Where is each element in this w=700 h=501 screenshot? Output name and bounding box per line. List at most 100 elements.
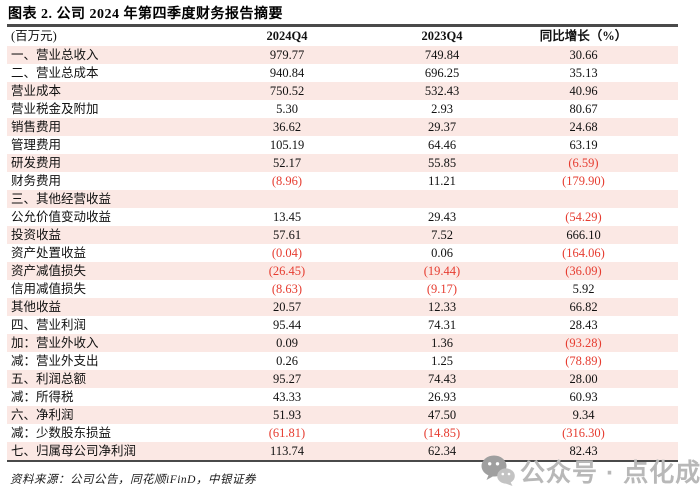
row-value: 2.93 — [431, 102, 453, 116]
row-value: (61.81) — [268, 426, 306, 440]
title-divider — [7, 24, 678, 27]
column-header-2024q4: 2024Q4 — [266, 29, 308, 43]
table-row: 其他收益 20.57 12.33 66.82 — [7, 298, 678, 316]
row-value: (36.09) — [565, 264, 602, 278]
table-row: 一、营业总收入 979.77 749.84 30.66 — [7, 46, 678, 64]
row-value: 60.93 — [569, 390, 598, 404]
table-row: 四、营业利润 95.44 74.31 28.43 — [7, 316, 678, 334]
row-value: 5.92 — [572, 282, 595, 296]
table-row: 销售费用 36.62 29.37 24.68 — [7, 118, 678, 136]
row-value: 40.96 — [569, 84, 598, 98]
row-label: 加：营业外收入 — [11, 336, 99, 350]
table-row: 六、净利润 51.93 47.50 9.34 — [7, 406, 678, 424]
row-value: 82.43 — [569, 444, 598, 458]
row-value: 95.44 — [272, 318, 302, 332]
row-label: 减：所得税 — [11, 390, 74, 404]
table-row: 投资收益 57.61 7.52 666.10 — [7, 226, 678, 244]
row-value: (19.44) — [423, 264, 461, 278]
row-value — [367, 190, 517, 208]
row-value: 7.52 — [431, 228, 453, 242]
row-value: 74.31 — [427, 318, 457, 332]
row-value: 940.84 — [269, 66, 305, 80]
row-value: 57.61 — [272, 228, 302, 242]
row-value: 0.26 — [276, 354, 298, 368]
row-value: 750.52 — [269, 84, 305, 98]
row-label: 其他收益 — [11, 300, 62, 314]
row-value: (8.63) — [271, 282, 303, 296]
row-value: 532.43 — [424, 84, 460, 98]
table-row: 减：营业外支出 0.26 1.25 (78.89) — [7, 352, 678, 370]
table-row: 二、营业总成本 940.84 696.25 35.13 — [7, 64, 678, 82]
row-value: (54.29) — [565, 210, 602, 224]
source-note: 资料来源：公司公告，同花顺iFinD，中银证券 — [10, 474, 256, 486]
row-value: 36.62 — [272, 120, 302, 134]
financial-summary-table: (百万元) 2024Q4 2023Q4 同比增长（%） 一、营业总收入 979.7… — [7, 27, 678, 460]
row-value: 1.36 — [431, 336, 453, 350]
row-label: 五、利润总额 — [11, 372, 87, 386]
table-row: 营业税金及附加 5.30 2.93 80.67 — [7, 100, 678, 118]
row-value: 113.74 — [270, 444, 304, 458]
row-label: 七、归属母公司净利润 — [11, 444, 137, 458]
row-value: 749.84 — [424, 48, 460, 62]
row-value: 47.50 — [427, 408, 457, 422]
row-label: 减：营业外支出 — [11, 354, 99, 368]
row-value: 0.06 — [431, 246, 453, 260]
row-value: (93.28) — [565, 336, 602, 350]
table-bottom-divider — [7, 460, 678, 462]
row-value: (9.17) — [426, 282, 458, 296]
table-row: 七、归属母公司净利润 113.74 62.34 82.43 — [7, 442, 678, 460]
column-header-yoy: 同比增长（%） — [539, 29, 628, 43]
row-value: 28.43 — [569, 318, 598, 332]
row-value — [207, 190, 367, 208]
row-value: 11.21 — [428, 174, 456, 188]
row-value: 63.19 — [569, 138, 598, 152]
row-value: 43.33 — [272, 390, 302, 404]
row-label: 财务费用 — [11, 174, 62, 188]
row-value: 62.34 — [427, 444, 457, 458]
row-value: 666.10 — [566, 228, 601, 242]
table-row: 减：所得税 43.33 26.93 60.93 — [7, 388, 678, 406]
table-row: 加：营业外收入 0.09 1.36 (93.28) — [7, 334, 678, 352]
row-value: (164.06) — [562, 246, 605, 260]
row-value: 13.45 — [272, 210, 302, 224]
row-value: 74.43 — [427, 372, 457, 386]
row-value: 5.30 — [276, 102, 298, 116]
row-label: 营业成本 — [11, 84, 62, 98]
row-value: (316.30) — [562, 426, 605, 440]
row-value: 52.17 — [272, 156, 302, 170]
table-row: 研发费用 52.17 55.85 (6.59) — [7, 154, 678, 172]
row-value: (78.89) — [565, 354, 602, 368]
row-label: 公允价值变动收益 — [11, 210, 112, 224]
table-header-row: (百万元) 2024Q4 2023Q4 同比增长（%） — [7, 27, 678, 46]
row-value: (6.59) — [568, 156, 599, 170]
row-value: 696.25 — [424, 66, 460, 80]
row-label: 营业税金及附加 — [11, 102, 99, 116]
row-value: 51.93 — [272, 408, 302, 422]
table-row: 财务费用 (8.96) 11.21 (179.90) — [7, 172, 678, 190]
row-value: (0.04) — [271, 246, 303, 260]
row-value: 1.25 — [431, 354, 453, 368]
row-value: 9.34 — [572, 408, 595, 422]
table-body: 一、营业总收入 979.77 749.84 30.66 二、营业总成本 940.84 696… — [7, 46, 678, 460]
row-value: 80.67 — [569, 102, 598, 116]
row-value: 979.77 — [269, 48, 305, 62]
row-value: 28.00 — [569, 372, 598, 386]
table-row: 营业成本 750.52 532.43 40.96 — [7, 82, 678, 100]
row-value: (179.90) — [562, 174, 605, 188]
table-row: 五、利润总额 95.27 74.43 28.00 — [7, 370, 678, 388]
row-label: 四、营业利润 — [11, 318, 87, 332]
row-value: 12.33 — [427, 300, 457, 314]
row-label: 减：少数股东损益 — [11, 426, 112, 440]
row-value: (26.45) — [268, 264, 306, 278]
row-value: 35.13 — [569, 66, 598, 80]
table-row: 公允价值变动收益 13.45 29.43 (54.29) — [7, 208, 678, 226]
row-value: 29.43 — [427, 210, 457, 224]
row-label: 投资收益 — [11, 228, 62, 242]
row-value: 26.93 — [427, 390, 457, 404]
row-label: 研发费用 — [11, 156, 62, 170]
table-row: 管理费用 105.19 64.46 63.19 — [7, 136, 678, 154]
row-value: 55.85 — [427, 156, 457, 170]
row-value: 0.09 — [276, 336, 298, 350]
column-header-2023q4: 2023Q4 — [421, 29, 463, 43]
